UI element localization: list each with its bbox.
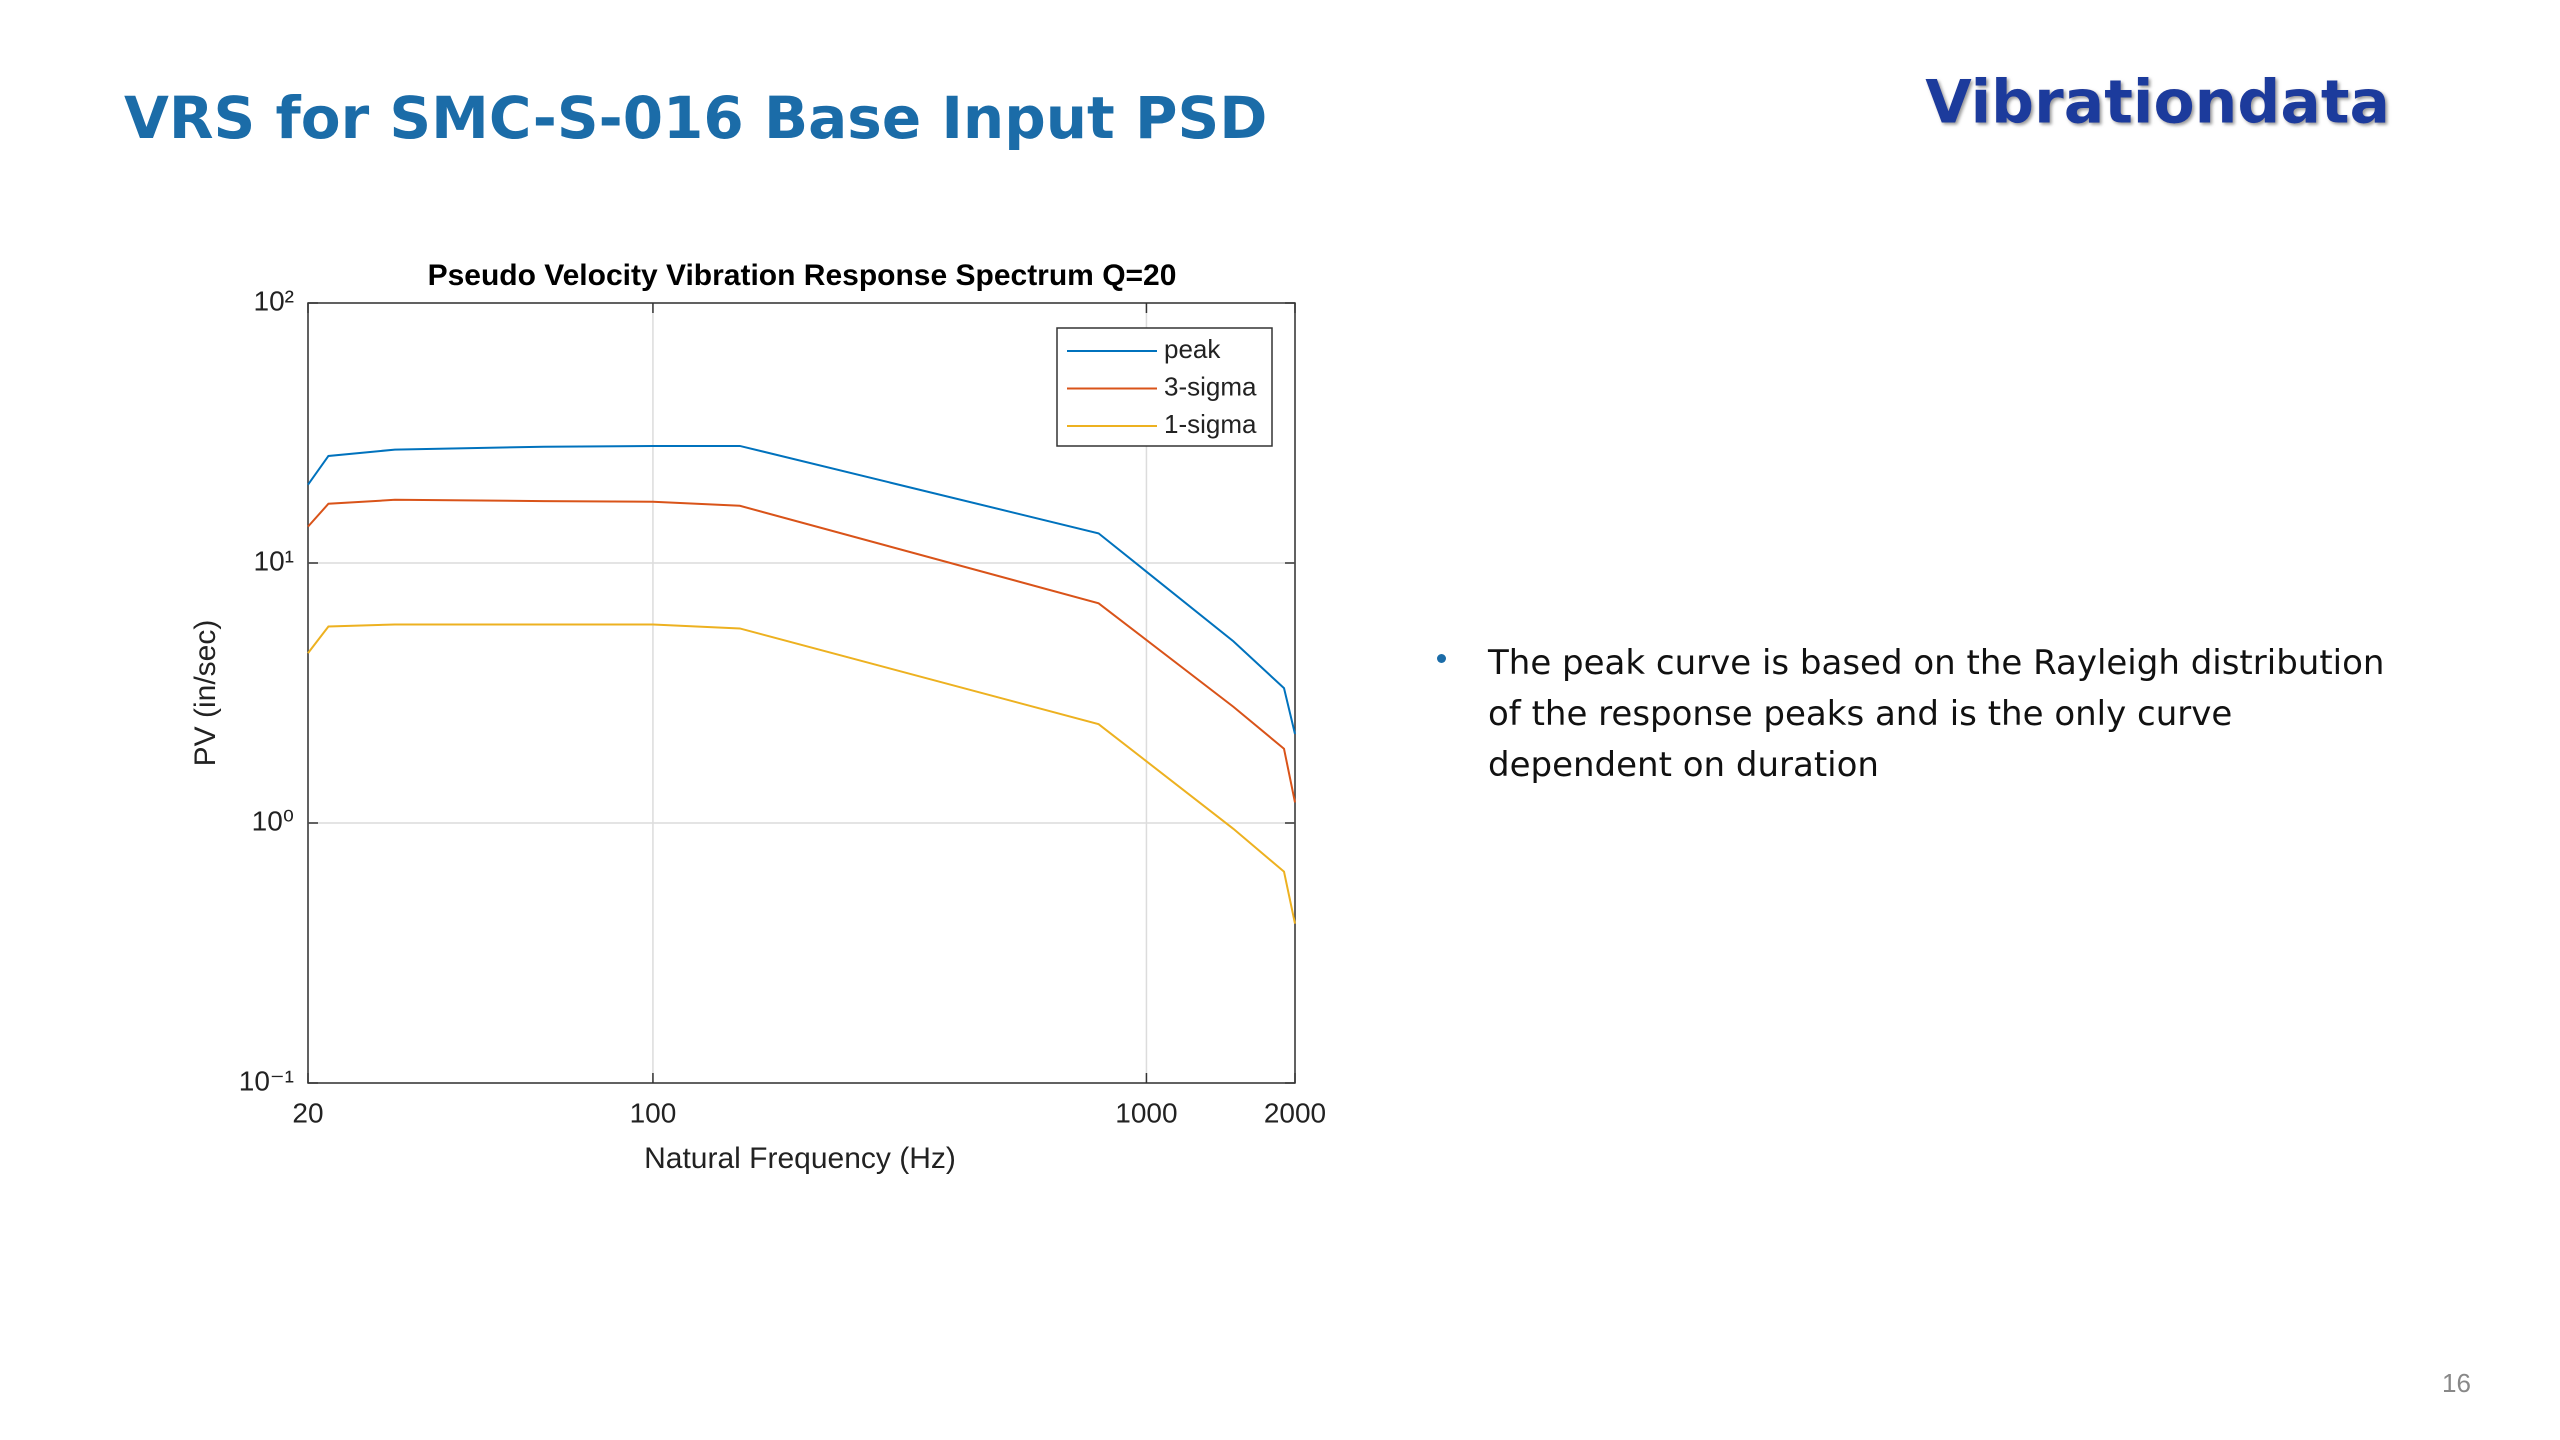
y-tick-label: 10⁰ bbox=[252, 805, 294, 836]
bullet-dot bbox=[1437, 654, 1446, 663]
x-tick-label: 2000 bbox=[1264, 1097, 1326, 1128]
y-tick-label: 10¹ bbox=[254, 545, 294, 576]
page-number: 16 bbox=[2442, 1368, 2471, 1398]
x-tick-label: 20 bbox=[292, 1097, 323, 1128]
legend-label: 3-sigma bbox=[1164, 371, 1257, 401]
series-line bbox=[307, 498, 1296, 803]
brand: Vibrationdata bbox=[1925, 68, 2390, 138]
slide-title: VRS for SMC-S-016 Base Input PSD bbox=[124, 84, 1267, 152]
y-axis-label: PV (in/sec) bbox=[189, 620, 222, 767]
y-tick-label: 10² bbox=[254, 285, 294, 316]
x-axis-label: Natural Frequency (Hz) bbox=[644, 1142, 956, 1175]
series-line bbox=[307, 623, 1296, 924]
series-line bbox=[307, 444, 1296, 735]
plot-frame bbox=[307, 302, 1296, 1084]
bullet-text: The peak curve is based on the Rayleigh … bbox=[1488, 643, 2385, 785]
legend-label: peak bbox=[1164, 334, 1221, 364]
legend-label: 1-sigma bbox=[1164, 409, 1257, 439]
chart-title: Pseudo Velocity Vibration Response Spect… bbox=[428, 259, 1177, 292]
x-tick-label: 100 bbox=[630, 1097, 677, 1128]
x-tick-label: 1000 bbox=[1115, 1097, 1177, 1128]
y-tick-label: 10⁻¹ bbox=[239, 1065, 294, 1096]
